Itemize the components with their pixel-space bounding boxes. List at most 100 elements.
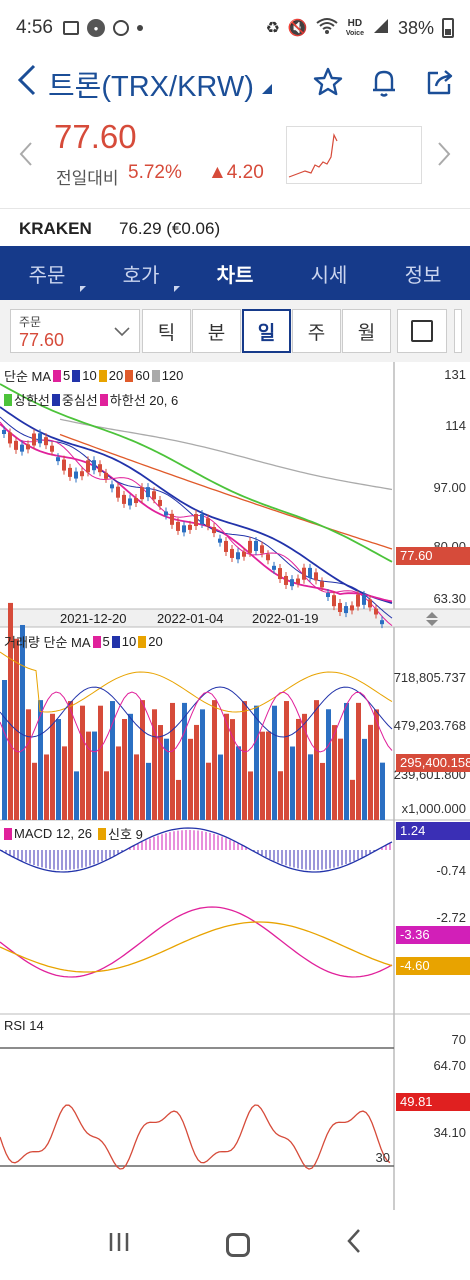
volume-bar <box>128 713 133 820</box>
volume-bar <box>32 762 37 820</box>
exchange-name: KRAKEN <box>19 218 92 238</box>
volume-bar <box>200 709 205 820</box>
volume-bar <box>164 738 169 820</box>
volume-bar <box>368 724 373 820</box>
exchange-price: 76.29 (€0.06) <box>119 218 221 238</box>
tab-chart[interactable]: 차트 <box>216 264 254 287</box>
volume-bar <box>206 762 211 820</box>
macd-signal-tag: -4.60 <box>396 957 470 975</box>
rsi-legend: RSI 14 <box>4 1018 44 1033</box>
recent-apps-icon[interactable] <box>107 1228 131 1262</box>
tab-order-more-icon <box>80 286 86 292</box>
rsi-current-tag: 49.81 <box>396 1093 470 1111</box>
volume-bar <box>266 731 271 820</box>
back-icon[interactable] <box>14 62 44 107</box>
volume-bar <box>2 680 7 820</box>
candle-body <box>116 486 120 498</box>
macd-indicator-line <box>0 906 393 978</box>
period-minute[interactable]: 분 <box>192 309 241 353</box>
star-icon[interactable] <box>312 66 344 103</box>
candle-body <box>218 538 222 543</box>
candle-body <box>128 498 132 506</box>
candle-body <box>170 513 174 525</box>
volume-bar <box>356 702 361 820</box>
period-day[interactable]: 일 <box>242 309 291 353</box>
candle-body <box>164 511 168 516</box>
volume-bar <box>68 701 73 820</box>
volume-bar <box>218 754 223 820</box>
chat-icon <box>112 20 129 36</box>
tab-market[interactable]: 시세 <box>310 264 348 287</box>
chart-toolbar: 주문 77.60 틱 분 일 주 월 <box>0 300 470 362</box>
ma120-line <box>59 418 393 491</box>
candle-body <box>290 579 294 587</box>
candle-body <box>284 575 288 585</box>
candle-body <box>344 606 348 614</box>
volume-bar <box>134 754 139 820</box>
volume-bar <box>62 746 67 820</box>
wifi-icon <box>316 17 338 40</box>
candle-body <box>308 567 312 578</box>
exchange-row: KRAKEN 76.29 (€0.06) <box>0 208 470 248</box>
candle-body <box>50 445 54 452</box>
tab-order[interactable]: 주문 <box>0 246 94 300</box>
candle-body <box>332 595 336 607</box>
macd-value-tag: 1.24 <box>396 822 470 840</box>
date-label: 2021-12-20 <box>60 611 127 626</box>
next-coin-chevron-icon[interactable] <box>436 140 452 176</box>
prev-coin-chevron-icon[interactable] <box>18 140 34 176</box>
volume-bar <box>98 705 103 820</box>
title-dropdown-icon[interactable] <box>254 68 274 101</box>
order-price-dropdown[interactable]: 주문 77.60 <box>10 309 140 353</box>
rsi-line <box>0 1104 391 1170</box>
candle-body <box>104 472 108 479</box>
candle-body <box>182 525 186 533</box>
chevron-down-icon <box>113 322 131 343</box>
tab-orderbook[interactable]: 호가 <box>94 246 188 300</box>
candle-body <box>260 545 264 554</box>
candle-body <box>320 581 324 588</box>
volume-bar <box>224 713 229 820</box>
candle-body <box>326 593 330 598</box>
candle-body <box>44 437 48 446</box>
volume-bar <box>236 746 241 820</box>
volume-bar <box>332 725 337 820</box>
rsi-axis-label: 34.10 <box>433 1125 466 1140</box>
candle-body <box>380 620 384 625</box>
macd-axis-label: -0.74 <box>436 863 466 878</box>
home-icon[interactable] <box>225 1233 250 1257</box>
system-back-icon[interactable] <box>345 1228 363 1262</box>
volume-bar <box>8 602 13 820</box>
volume-bar <box>374 709 379 820</box>
volume-bar <box>320 762 325 820</box>
period-month[interactable]: 월 <box>342 309 391 353</box>
volume-bar <box>104 771 109 820</box>
chart-canvas[interactable] <box>0 362 470 1210</box>
candle-body <box>26 444 30 450</box>
sparkline <box>286 126 422 184</box>
toolbar-scroll-edge <box>454 309 462 353</box>
candle-body <box>146 487 150 498</box>
volume-bar <box>296 718 301 820</box>
chart-area[interactable]: 단순 MA 5 10 20 60 120 상한선 중심선 하한선 20, 6 1… <box>0 362 470 1210</box>
share-icon[interactable] <box>424 66 456 103</box>
volume-bar <box>188 738 193 820</box>
price-axis-label: 114 <box>445 418 466 433</box>
period-tick[interactable]: 틱 <box>142 309 191 353</box>
volume-bar <box>212 700 217 820</box>
volume-ma5-line <box>0 691 393 753</box>
volume-bar <box>50 713 55 820</box>
volume-current-tag: 295,400.158 <box>396 754 470 772</box>
bollinger-upper-line <box>0 383 393 563</box>
coin-title[interactable]: 트론(TRX/KRW) <box>48 71 254 103</box>
candle-body <box>92 460 96 471</box>
bell-icon[interactable] <box>368 66 400 103</box>
main-tabs: 주문 호가 차트 시세 정보 <box>0 246 470 300</box>
dropdown-value: 77.60 <box>19 330 65 350</box>
tab-info[interactable]: 정보 <box>404 264 442 287</box>
chart-settings-button[interactable] <box>397 309 447 353</box>
candle-body <box>248 540 252 553</box>
signal-icon <box>372 17 390 40</box>
price-axis-label: 97.00 <box>433 480 466 495</box>
period-week[interactable]: 주 <box>292 309 341 353</box>
